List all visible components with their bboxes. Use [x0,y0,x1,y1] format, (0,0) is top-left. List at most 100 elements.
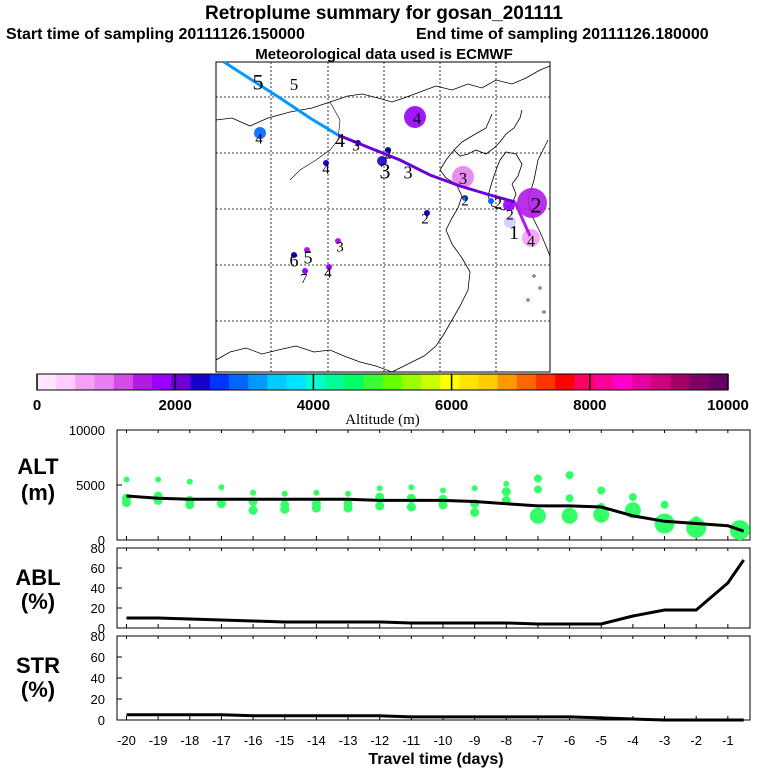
alt-cluster-circle [218,484,225,491]
panel-ytick-label: 80 [91,629,105,644]
colorbar-swatch [440,374,460,390]
panel-ylabel-unit: (%) [21,677,55,702]
alt-cluster-circle [281,490,288,497]
map-island [526,298,530,302]
xaxis-tick-label: -12 [370,733,389,748]
panel-ylabel-unit: (m) [21,480,55,505]
colorbar-swatch [459,374,479,390]
panel-ytick-label: 20 [91,692,105,707]
plume-dot [291,252,297,258]
plume-dot [424,210,430,216]
panel-frame [116,547,751,629]
alt-cluster-circle [216,499,226,509]
trajectory-day-label: 2 [531,193,542,218]
alt-cluster-circle [470,508,480,517]
xaxis-tick-label: -14 [307,733,326,748]
plume-dot [385,147,391,153]
alt-cluster-circle [660,500,669,509]
panel-alt [116,429,751,541]
xaxis-tick-label: -7 [532,733,544,748]
xaxis-tick-label: -19 [149,733,168,748]
colorbar-tick-label: 6000 [435,397,468,414]
panel-ylabel: ABL [15,565,60,590]
trajectory-day-label: 7 [301,272,308,287]
xaxis-tick-label: -13 [339,733,358,748]
colorbar-swatch [555,374,575,390]
map-border-south [215,345,393,373]
colorbar-swatch [497,374,518,390]
trajectory-day-label: 5 [290,75,299,94]
trajectory-day-label: 1 [509,222,519,244]
plume-dot [462,195,468,201]
start-time-label: Start time of sampling 20111126.150000 [6,26,305,43]
trajectory-day-label: 3 [459,169,468,188]
map-border-interior [289,101,341,181]
alt-cluster-circle [406,502,416,512]
xaxis-tick-label: -3 [659,733,671,748]
colorbar-swatch [689,374,710,390]
map-panel [215,60,551,373]
map-coast-china [391,149,471,373]
trajectory-day-label: 4 [322,161,330,177]
alt-cluster-circle [313,489,320,496]
colorbar-swatch [56,374,76,390]
alt-cluster-circle [628,493,637,502]
trajectory-day-label: 3 [380,159,391,184]
colorbar-swatch [344,374,364,390]
alt-cluster-circle [686,517,707,538]
alt-cluster-circle [376,485,383,492]
trajectory-day-label: 3 [404,162,413,182]
alt-cluster-circle [501,487,511,497]
plume-circle [377,156,387,166]
trajectory-day-label: 2 [461,193,469,209]
panel-ylabel-unit: (%) [21,589,55,614]
trajectory-day-label: 2 [384,146,392,162]
alt-cluster-circle [343,503,353,513]
xaxis-tick-label: -2 [690,733,702,748]
alt-cluster-circle [408,484,415,491]
panel-ytick-label: 0 [98,621,105,636]
colorbar-swatch [363,374,383,390]
alt-cluster-circle [654,513,675,534]
trajectory-day-label: 2 [494,196,502,213]
map-island [538,286,542,290]
map-island [532,274,536,278]
plume-dot [304,247,310,253]
xaxis-tick-label: -16 [244,733,263,748]
map-coast-bohai [453,109,523,157]
map-frame [215,61,551,373]
colorbar-swatch [574,374,595,390]
colorbar-swatch [516,374,537,390]
chart-title: Retroplume summary for gosan_201111 [205,3,563,24]
plume-circle [517,188,547,218]
colorbar-swatch [267,374,288,390]
xaxis-tick-label: -15 [275,733,294,748]
panel-ytick-label: 60 [91,561,105,576]
trajectory-day-label: 4 [324,265,332,281]
panel-ylabel: STR [16,653,60,678]
xaxis-tick-label: -8 [501,733,513,748]
colorbar-swatch [228,374,249,390]
xaxis-tick-label: -5 [595,733,607,748]
panel-str [116,635,751,722]
alt-cluster-circle [248,505,258,515]
alt-cluster-circle [123,476,130,483]
alt-cluster-circle [529,507,546,524]
alt-cluster-circle [121,498,131,508]
end-time-label: End time of sampling 20111126.180000 [416,26,709,43]
map-border-north [215,65,551,127]
colorbar-swatch [324,374,345,390]
plume-dot [302,268,308,274]
plume-circle [522,229,540,247]
alt-cluster-circle [593,506,610,523]
colorbar-swatch [75,374,96,390]
trajectory-day-label: 3 [352,138,360,154]
trajectory-day-label: 4 [527,234,535,251]
plume-dot [335,238,341,244]
alt-cluster-circle [503,480,510,487]
xaxis-tick-label: -10 [434,733,453,748]
plume-dot [326,264,332,270]
colorbar-swatch [190,374,211,390]
colorbar-swatch [593,374,614,390]
